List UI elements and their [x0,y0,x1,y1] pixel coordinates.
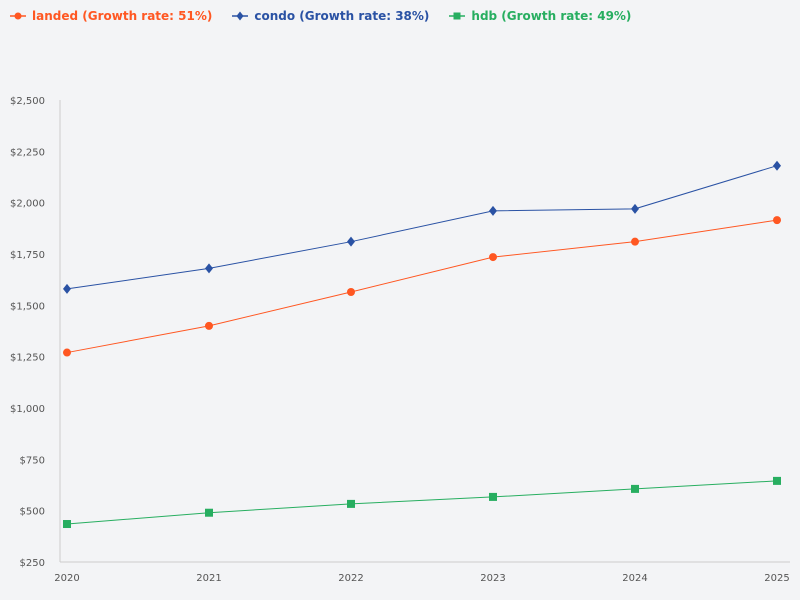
x-tick-label: 2022 [338,573,363,584]
legend-marker [14,12,22,20]
legend-square-icon [449,12,466,20]
x-tick-label: 2021 [196,573,221,584]
legend-marker [236,11,244,21]
legend: landed (Growth rate: 51%) condo (Growth r… [10,9,631,23]
legend-label: condo (Growth rate: 38%) [254,9,430,23]
data-point [489,205,497,216]
y-tick-label: $250 [20,558,45,569]
data-point [347,499,355,508]
legend-marker [453,12,461,20]
data-point [205,321,213,330]
data-point [631,203,639,214]
legend-diamond-icon [232,11,249,21]
series-line-2 [66,480,778,525]
data-point [631,237,639,246]
data-point [205,263,213,274]
legend-label: hdb (Growth rate: 49%) [471,9,632,23]
data-point [773,216,781,225]
y-tick-label: $2,000 [10,199,45,210]
legend-label: landed (Growth rate: 51%) [32,9,213,23]
series-line-0 [66,219,778,354]
legend-item[interactable]: landed (Growth rate: 51%) [10,9,212,23]
data-point [773,160,781,171]
y-tick-label: $1,250 [10,353,45,364]
x-tick-label: 2025 [764,573,789,584]
y-tick-label: $1,000 [10,404,45,415]
y-tick-label: $500 [20,507,45,518]
legend-item[interactable]: condo (Growth rate: 38%) [232,9,429,23]
data-point [347,287,355,296]
data-point [205,508,213,517]
y-tick-label: $2,250 [10,147,45,158]
x-tick-label: 2024 [622,573,647,584]
series-line-1 [66,165,778,290]
data-point [63,348,71,357]
data-point [631,484,639,493]
y-tick-label: $750 [20,455,45,466]
y-tick-label: $1,750 [10,250,45,261]
y-tick-label: $1,500 [10,301,45,312]
legend-item[interactable]: hdb (Growth rate: 49%) [449,9,631,23]
data-point [347,236,355,247]
legend-circle-icon [10,12,26,20]
x-tick-label: 2020 [54,573,79,584]
data-point [489,253,497,262]
data-point [489,492,497,501]
y-tick-label: $2,500 [10,96,45,107]
data-point [773,476,781,485]
data-point [63,283,71,294]
data-point [63,520,71,529]
x-tick-label: 2023 [480,573,505,584]
